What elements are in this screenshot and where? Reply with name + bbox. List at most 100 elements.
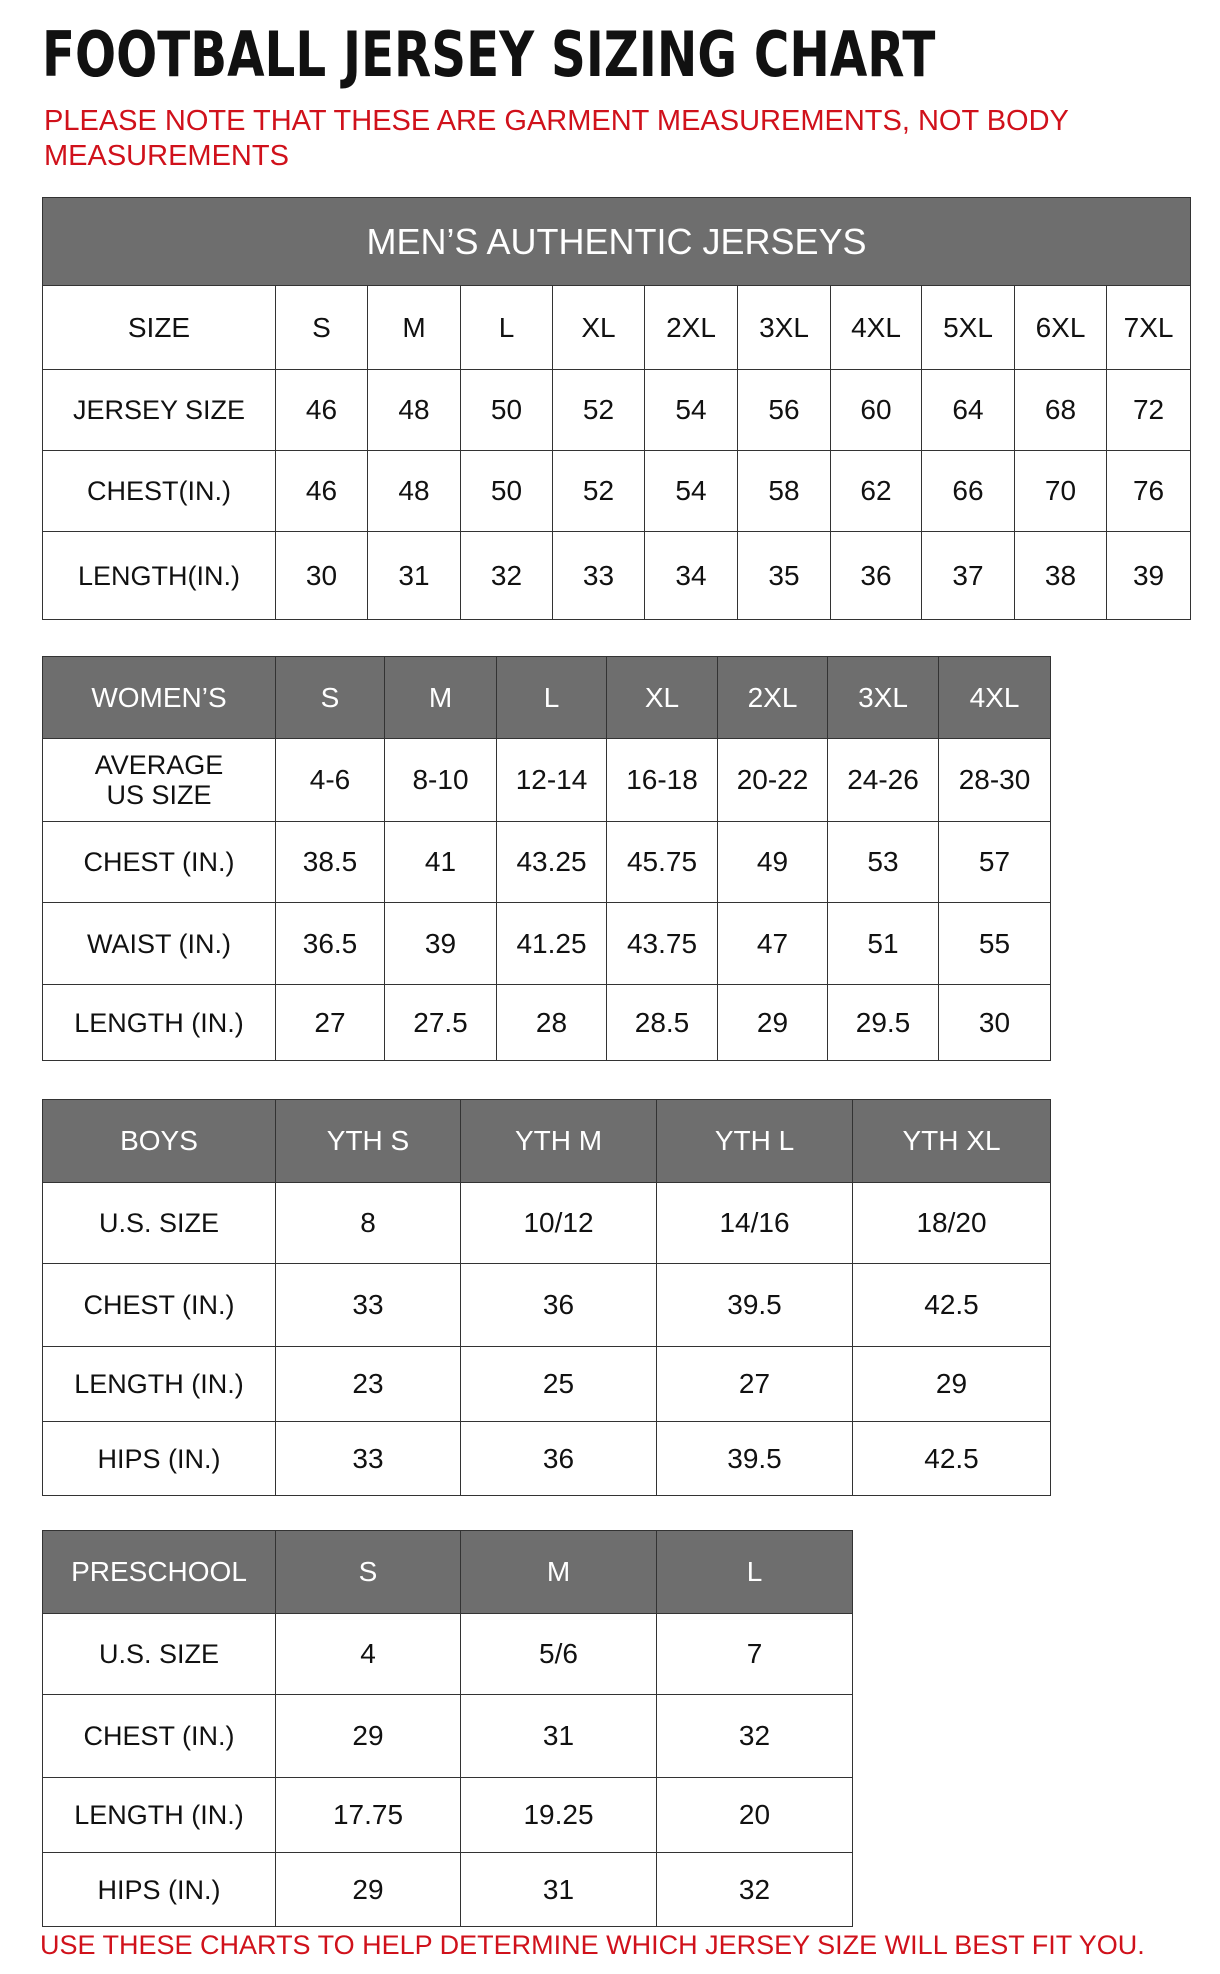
- row-label: HIPS (IN.): [42, 1852, 276, 1927]
- measurement-cell: 23: [275, 1346, 461, 1422]
- table-row: LENGTH (IN.) 23 25 27 29: [42, 1346, 1051, 1422]
- measurement-cell: 52: [552, 369, 645, 451]
- size-header-cell: YTH S: [275, 1099, 461, 1183]
- table-row: U.S. SIZE 8 10/12 14/16 18/20: [42, 1182, 1051, 1264]
- table-row: LENGTH (IN.) 27 27.5 28 28.5 29 29.5 30: [42, 984, 1051, 1061]
- measurement-cell: 29.5: [827, 984, 939, 1061]
- measurement-cell: 32: [656, 1694, 853, 1778]
- measurement-cell: 37: [921, 531, 1015, 620]
- measurement-cell: 42.5: [852, 1421, 1051, 1496]
- measurement-cell: 16-18: [606, 738, 718, 822]
- row-label: WAIST (IN.): [42, 902, 276, 985]
- table-row: AVERAGE US SIZE 4-6 8-10 12-14 16-18 20-22 24-2…: [42, 738, 1051, 822]
- table-row: LENGTH(IN.) 30 31 32 33 34 35 36 37 38 39: [42, 531, 1192, 620]
- measurement-cell: 10/12: [460, 1182, 657, 1264]
- header-row: PRESCHOOL S M L: [42, 1530, 853, 1614]
- measurement-cell: 39: [1105, 531, 1192, 620]
- size-header-cell: 6XL: [1014, 285, 1107, 370]
- size-header-cell: YTH XL: [852, 1099, 1051, 1183]
- measurement-cell: 52: [552, 450, 645, 532]
- measurement-cell: 29: [717, 984, 828, 1061]
- size-header-cell: S: [275, 656, 385, 739]
- row-label-header: PRESCHOOL: [42, 1530, 276, 1614]
- measurement-cell: 27: [275, 984, 385, 1061]
- boys-size-table: BOYS YTH S YTH M YTH L YTH XL U.S. SIZE 8 10/12…: [42, 1099, 1051, 1496]
- measurement-cell: 32: [460, 531, 553, 620]
- header-row: WOMEN’S S M L XL 2XL 3XL 4XL: [42, 656, 1051, 739]
- size-header-cell: L: [656, 1530, 853, 1614]
- measurement-cell: 48: [367, 369, 461, 451]
- measurement-cell: 31: [460, 1694, 657, 1778]
- preschool-size-table: PRESCHOOL S M L U.S. SIZE 4 5/6 7 CHEST (IN.) 29 3…: [42, 1530, 853, 1927]
- size-header-cell: S: [275, 1530, 461, 1614]
- measurement-cell: 54: [644, 369, 738, 451]
- measurement-cell: 42.5: [852, 1263, 1051, 1347]
- measurement-cell: 36: [460, 1421, 657, 1496]
- table-row: HIPS (IN.) 29 31 32: [42, 1852, 853, 1927]
- measurement-cell: 12-14: [496, 738, 607, 822]
- row-label: AVERAGE US SIZE: [42, 738, 276, 822]
- page-title: FOOTBALL JERSEY SIZING CHART: [42, 18, 936, 91]
- measurement-cell: 24-26: [827, 738, 939, 822]
- measurement-cell: 33: [275, 1421, 461, 1496]
- measurement-cell: 27.5: [384, 984, 497, 1061]
- measurement-cell: 64: [921, 369, 1015, 451]
- measurement-cell: 25: [460, 1346, 657, 1422]
- table-row: HIPS (IN.) 33 36 39.5 42.5: [42, 1421, 1051, 1496]
- size-header-cell: 4XL: [830, 285, 922, 370]
- measurement-cell: 55: [938, 902, 1051, 985]
- measurement-cell: 34: [644, 531, 738, 620]
- size-header-cell: S: [275, 285, 368, 370]
- size-header-cell: L: [460, 285, 553, 370]
- measurement-cell: 36: [460, 1263, 657, 1347]
- measurement-cell: 17.75: [275, 1777, 461, 1853]
- mens-title: MEN’S AUTHENTIC JERSEYS: [41, 197, 1192, 286]
- size-header-cell: YTH M: [460, 1099, 657, 1183]
- table-row: CHEST (IN.) 29 31 32: [42, 1694, 853, 1778]
- size-header-cell: 3XL: [827, 656, 939, 739]
- measurement-cell: 28: [496, 984, 607, 1061]
- womens-size-table: WOMEN’S S M L XL 2XL 3XL 4XL AVERAGE US SIZE 4-6 8-…: [42, 656, 1051, 1061]
- measurement-cell: 38.5: [275, 821, 385, 903]
- measurement-cell: 53: [827, 821, 939, 903]
- measurement-cell: 62: [830, 450, 922, 532]
- header-row: SIZE S M L XL 2XL 3XL 4XL 5XL 6XL 7XL: [42, 285, 1192, 370]
- measurement-cell: 20: [656, 1777, 853, 1853]
- measurement-cell: 29: [852, 1346, 1051, 1422]
- size-header-cell: 5XL: [921, 285, 1015, 370]
- size-header-cell: XL: [606, 656, 718, 739]
- measurement-cell: 30: [938, 984, 1051, 1061]
- table-row: LENGTH (IN.) 17.75 19.25 20: [42, 1777, 853, 1853]
- measurement-cell: 33: [552, 531, 645, 620]
- measurement-cell: 29: [275, 1694, 461, 1778]
- row-label: CHEST (IN.): [42, 1694, 276, 1778]
- row-label-header: WOMEN’S: [42, 656, 276, 739]
- header-row: BOYS YTH S YTH M YTH L YTH XL: [42, 1099, 1051, 1183]
- measurement-cell: 14/16: [656, 1182, 853, 1264]
- measurement-cell: 39: [384, 902, 497, 985]
- measurement-cell: 4: [275, 1613, 461, 1695]
- row-label: U.S. SIZE: [42, 1613, 276, 1695]
- row-label: CHEST (IN.): [42, 821, 276, 903]
- measurement-cell: 36: [830, 531, 922, 620]
- size-header-cell: XL: [552, 285, 645, 370]
- size-header-cell: 4XL: [938, 656, 1051, 739]
- measurement-cell: 50: [460, 369, 553, 451]
- size-header-cell: L: [496, 656, 607, 739]
- table-row: CHEST (IN.) 33 36 39.5 42.5: [42, 1263, 1051, 1347]
- row-label: CHEST(IN.): [42, 450, 276, 532]
- measurement-cell: 39.5: [656, 1263, 853, 1347]
- row-label: LENGTH (IN.): [42, 1777, 276, 1853]
- table-row: U.S. SIZE 4 5/6 7: [42, 1613, 853, 1695]
- table-row: CHEST(IN.) 46 48 50 52 54 58 62 66 70 76: [42, 450, 1192, 532]
- measurement-cell: 31: [367, 531, 461, 620]
- measurement-cell: 18/20: [852, 1182, 1051, 1264]
- table-row: JERSEY SIZE 46 48 50 52 54 56 60 64 68 72: [42, 369, 1192, 451]
- measurement-cell: 66: [921, 450, 1015, 532]
- size-header-cell: 2XL: [717, 656, 828, 739]
- row-label: LENGTH (IN.): [42, 1346, 276, 1422]
- size-header-cell: 2XL: [644, 285, 738, 370]
- measurement-cell: 19.25: [460, 1777, 657, 1853]
- measurement-cell: 51: [827, 902, 939, 985]
- row-label: JERSEY SIZE: [42, 369, 276, 451]
